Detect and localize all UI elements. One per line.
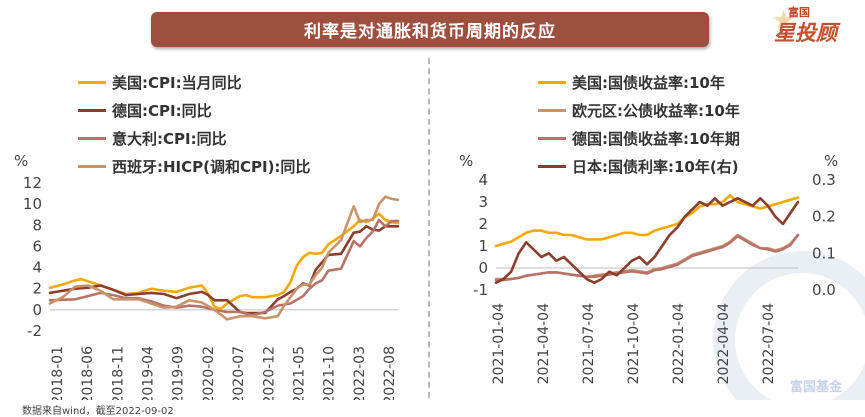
x-tick-label: 2022-04-04	[716, 303, 732, 384]
watermark-text: 富国基金	[790, 380, 843, 395]
x-tick-label: 2020-07	[231, 346, 247, 400]
legend-item-us-cpi: 美国:CPI:当月同比	[78, 68, 310, 96]
y-tick-label: 4	[478, 171, 488, 189]
bond-unit-right: %	[824, 152, 839, 170]
y-tick-label: 2	[478, 215, 488, 233]
star-icon: ★	[772, 6, 796, 36]
y-tick-label: 10	[23, 195, 42, 213]
brand-logo-top: 富国	[788, 6, 810, 19]
legend-label: 德国:CPI:同比	[112, 101, 212, 120]
y-tick-label: 6	[32, 237, 42, 255]
legend-swatch	[538, 80, 566, 84]
y2-tick-label: 0.2	[812, 208, 836, 226]
y-tick-label: 12	[23, 174, 42, 192]
series-line-3	[48, 195, 400, 321]
x-tick-label: 2021-10-04	[626, 303, 642, 384]
y-tick-label: 1	[478, 237, 488, 255]
cpi-unit-label: %	[14, 152, 29, 170]
legend-label: 欧元区:公债收益率:10年	[572, 101, 740, 120]
x-tick-label: 2018-11	[110, 346, 126, 400]
x-tick-label: 2022-03	[352, 346, 368, 400]
x-tick-label: 2022-01-04	[671, 303, 687, 384]
y-tick-label: -1	[473, 281, 488, 299]
y-tick-label: 3	[478, 193, 488, 211]
y2-tick-label: 0.0	[812, 281, 836, 299]
legend-swatch	[78, 164, 106, 168]
x-tick-label: 2019-04	[141, 346, 157, 400]
legend-item-de-10y: 德国:国债收益率:10年期	[538, 124, 740, 152]
x-tick-label: 2021-05	[291, 346, 307, 400]
y2-tick-label: 0.3	[812, 171, 836, 189]
legend-swatch	[78, 80, 106, 84]
legend-swatch	[538, 108, 566, 112]
cpi-chart: -2 0 2 4 6 8 10 12 2018-01 2018-06 2018-11 2019-04 2…	[23, 174, 400, 400]
y-tick-label: 0	[478, 259, 488, 277]
legend-item-eu-10y: 欧元区:公债收益率:10年	[538, 96, 740, 124]
x-tick-label: 2021-07-04	[581, 303, 597, 384]
x-tick-label: 2018-01	[50, 346, 66, 400]
legend-item-us-10y: 美国:国债收益率:10年	[538, 68, 740, 96]
series-line-3	[494, 197, 800, 285]
series-line-0	[494, 194, 800, 248]
source-note: 数据来自wind，截至2022-09-02	[22, 406, 174, 417]
y-tick-label: 0	[32, 301, 42, 319]
brand-logo: ★ 富国 星投顾	[772, 4, 862, 50]
y-tick-label: 8	[32, 216, 42, 234]
x-tick-label: 2020-02	[201, 346, 217, 400]
legend-swatch	[78, 136, 106, 140]
x-tick-label: 2022-07-04	[761, 303, 777, 384]
legend-label: 美国:国债收益率:10年	[572, 73, 725, 92]
y-tick-label: 2	[32, 280, 42, 298]
legend-item-jp-10y: 日本:国债利率:10年(右)	[538, 152, 740, 180]
bond-unit-left: %	[459, 152, 474, 170]
legend-label: 德国:国债收益率:10年期	[572, 129, 740, 148]
bond-legend: 美国:国债收益率:10年 欧元区:公债收益率:10年 德国:国债收益率:10年期…	[538, 68, 740, 180]
y2-tick-label: 0.1	[812, 244, 836, 262]
legend-swatch	[538, 136, 566, 140]
x-tick-label: 2022-08	[382, 346, 398, 400]
x-tick-label: 2021-10	[322, 346, 338, 400]
series-line-2	[494, 233, 800, 282]
legend-item-de-cpi: 德国:CPI:同比	[78, 96, 310, 124]
legend-label: 美国:CPI:当月同比	[112, 73, 242, 92]
brand-logo-main: 星投顾	[774, 21, 837, 45]
series-line-1	[48, 225, 400, 315]
legend-label: 西班牙:HICP(调和CPI):同比	[112, 157, 311, 176]
legend-label: 意大利:CPI:同比	[112, 129, 227, 148]
x-tick-label: 2021-04-04	[536, 303, 552, 384]
y-tick-label: -2	[27, 322, 42, 340]
legend-swatch	[538, 164, 566, 168]
legend-swatch	[78, 108, 106, 112]
x-tick-label: 2019-09	[171, 346, 187, 400]
x-tick-label: 2018-06	[80, 346, 96, 400]
legend-item-it-cpi: 意大利:CPI:同比	[78, 124, 310, 152]
cpi-legend: 美国:CPI:当月同比 德国:CPI:同比 意大利:CPI:同比 西班牙:HIC…	[78, 68, 310, 180]
x-tick-label: 2021-01-04	[491, 303, 507, 384]
bond-yield-chart: -1 0 1 2 3 4 0.0 0.1 0.2 0.3 2021-01-04 2021-04-04 2…	[473, 171, 865, 400]
page-title: 利率是对通胀和货币周期的反应	[151, 12, 709, 47]
legend-item-es-hicp: 西班牙:HICP(调和CPI):同比	[78, 152, 310, 180]
x-tick-label: 2020-12	[261, 346, 277, 400]
watermark-ring	[713, 251, 865, 400]
chart-divider	[428, 58, 430, 398]
y-tick-label: 4	[32, 259, 42, 277]
legend-label: 日本:国债利率:10年(右)	[572, 157, 739, 176]
